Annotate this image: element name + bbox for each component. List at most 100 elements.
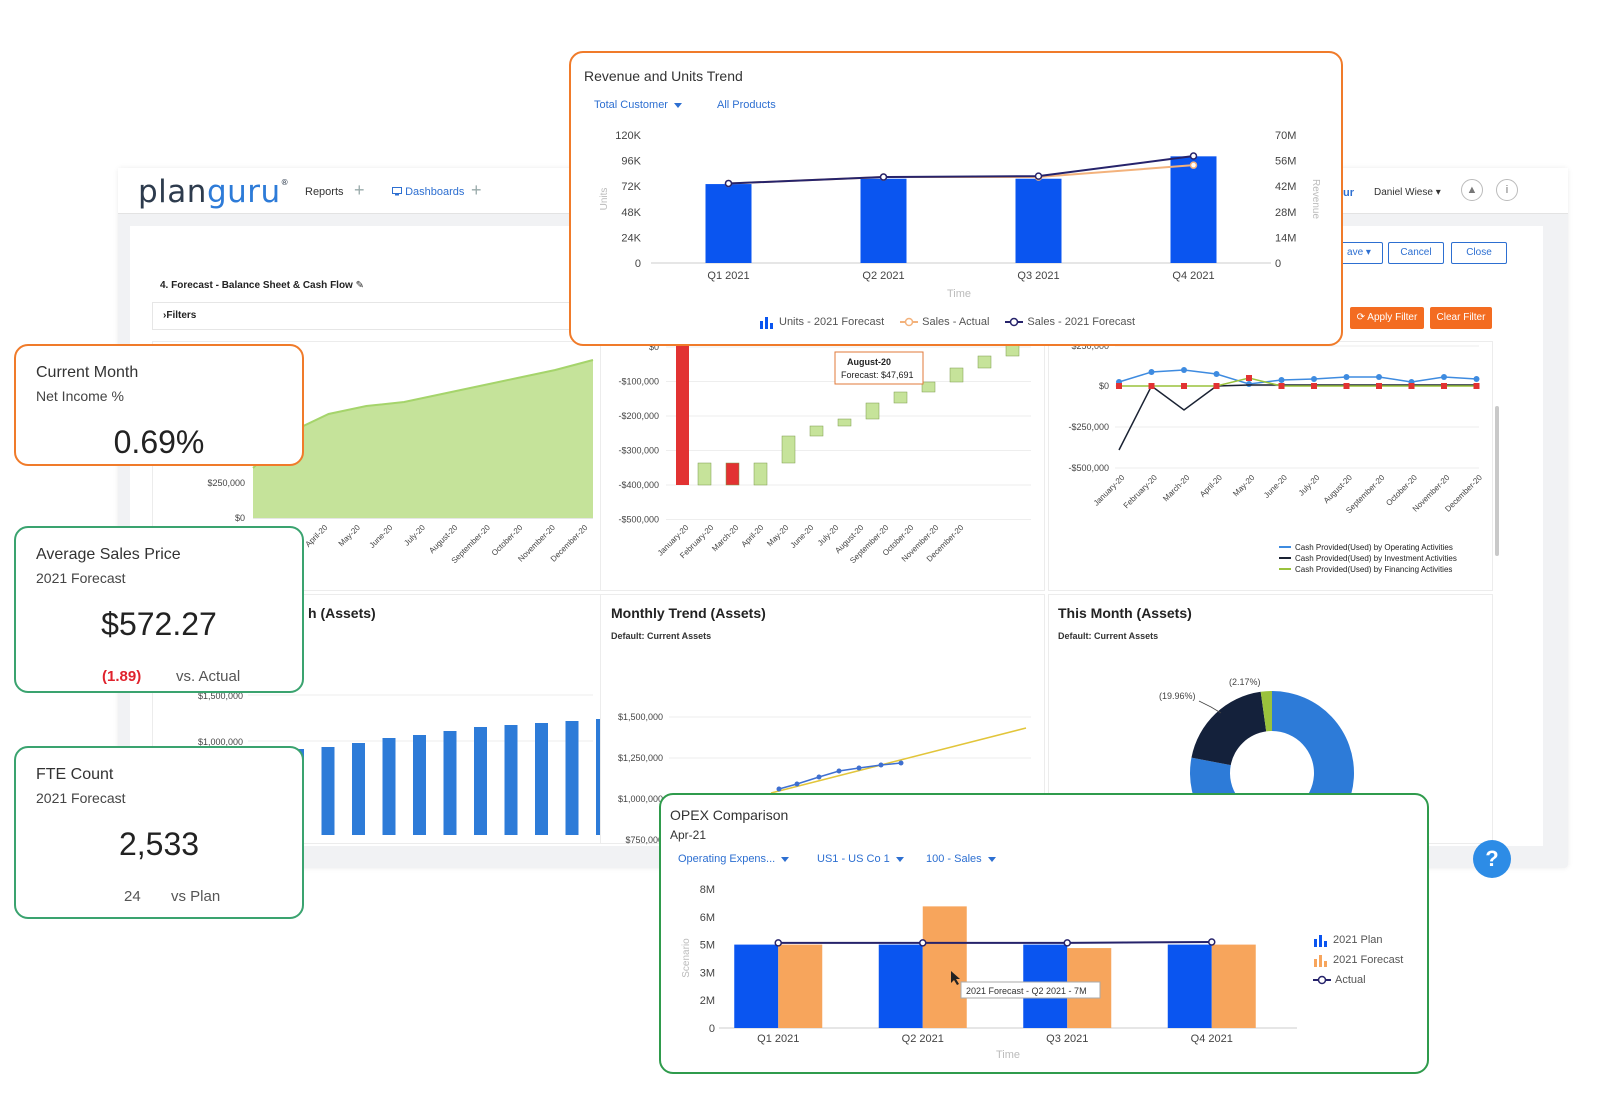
filters-label: Filters — [166, 310, 197, 321]
point-operating — [1278, 377, 1285, 383]
y-tick-label: $1,000,000 — [618, 794, 663, 804]
legend-item-forecast[interactable]: 2021 Forecast — [1313, 950, 1403, 970]
y-tick-label: 2M — [700, 995, 715, 1007]
nav-dashboards[interactable]: Dashboards — [392, 186, 464, 198]
add-report-icon[interactable]: + — [354, 180, 365, 200]
kpi-card-avg-sales-price: Average Sales Price 2021 Forecast $572.2… — [14, 526, 304, 693]
caret-down-icon — [895, 856, 904, 862]
x-tick-label: Q3 2021 — [1046, 1033, 1088, 1045]
y-tick-label: -$200,000 — [618, 411, 659, 421]
bar-units — [1170, 156, 1217, 263]
user-menu[interactable]: Daniel Wiese ▾ — [1374, 187, 1441, 198]
bar-chart-icon — [1314, 935, 1327, 947]
kpi-delta: (1.89) — [102, 668, 142, 685]
donut-slice-dark — [1191, 691, 1267, 766]
point-sales — [879, 173, 888, 181]
line-actual — [778, 940, 1212, 944]
y2-tick-label: 70M — [1275, 130, 1296, 142]
filters-toggle[interactable]: ›Filters — [152, 302, 602, 330]
waterfall-bar — [949, 367, 964, 383]
legend-label: Cash Provided(Used) by Financing Activit… — [1295, 565, 1452, 574]
caret-down-icon — [673, 102, 682, 108]
x-tick-label: March-20 — [1161, 473, 1192, 504]
y-tick-label: 120K — [615, 130, 641, 142]
x-tick-label: October-20 — [490, 523, 525, 558]
x-tick-label: May-20 — [765, 523, 791, 549]
asset-bar — [413, 735, 426, 835]
bar-units — [860, 178, 907, 263]
account-selector[interactable]: Operating Expens... — [678, 853, 790, 865]
product-selector[interactable]: All Products — [717, 99, 776, 111]
x-tick-label: August-20 — [427, 523, 460, 556]
x-tick-label: June-20 — [789, 523, 816, 550]
point-operating — [1246, 381, 1252, 387]
x-tick-label: July-20 — [402, 523, 427, 548]
department-selector[interactable]: 100 - Sales — [926, 853, 996, 865]
point-actual — [878, 762, 884, 768]
waterfall-chart: $0 -$100,000 -$200,000 -$300,000 -$400,000 -$… — [618, 341, 1031, 565]
legend-item-units[interactable]: Units - 2021 Forecast — [759, 315, 884, 329]
card-subtitle: Apr-21 — [670, 828, 707, 842]
asset-bar — [504, 725, 518, 835]
tooltip-box — [960, 981, 1101, 999]
y-axis-label: Units — [599, 188, 610, 211]
y-tick-label: 96K — [621, 156, 641, 168]
point-financing — [1376, 383, 1382, 389]
donut-slice-green — [1260, 691, 1272, 732]
line-marker-icon — [1005, 317, 1024, 327]
card-title: Revenue and Units Trend — [584, 68, 743, 84]
kpi-title: Current Month — [36, 364, 139, 381]
clear-filter-button[interactable]: Clear Filter — [1430, 307, 1492, 329]
tile-sub-monthly-trend: Default: Current Assets — [611, 631, 712, 641]
point-operating — [1343, 374, 1350, 380]
y-tick-label: -$300,000 — [618, 446, 659, 456]
close-button[interactable]: Close — [1451, 242, 1507, 264]
asset-bar — [565, 721, 579, 835]
company-selector[interactable]: US1 - US Co 1 — [817, 853, 904, 865]
panel-scrollbar[interactable] — [1495, 406, 1499, 556]
donut-leader-line — [1198, 700, 1222, 714]
planguru-logo[interactable]: planguru® — [138, 174, 290, 210]
y-tick-label: $0 — [235, 513, 245, 523]
apply-filter-button[interactable]: ⟳ Apply Filter — [1350, 307, 1424, 329]
point-financing — [1343, 383, 1350, 389]
cashflow-chart-tile: $250,000 $0 -$250,000 -$500,000 January-20 Fe… — [1048, 341, 1493, 591]
y-tick-label: -$100,000 — [618, 377, 659, 387]
info-icon[interactable]: i — [1496, 179, 1518, 201]
kpi-subtitle: Net Income % — [36, 388, 124, 404]
add-dashboard-icon[interactable]: + — [471, 180, 482, 200]
notifications-bell-icon[interactable]: ▲ — [1461, 179, 1483, 201]
partial-menu-label[interactable]: ur — [1343, 187, 1354, 199]
legend-item-sales-actual[interactable]: Sales - Actual — [900, 316, 989, 328]
point-financing — [1311, 383, 1317, 389]
mouse-cursor-icon — [951, 971, 960, 985]
x-tick-label: Q2 2021 — [902, 1033, 944, 1045]
y-tick-label: 3M — [700, 967, 715, 979]
y-tick-label: $250,000 — [1071, 342, 1109, 351]
x-tick-label: June-20 — [1262, 473, 1289, 500]
point-financing — [1181, 383, 1187, 389]
tile-title-assets: h (Assets) — [308, 605, 376, 621]
nav-reports[interactable]: Reports — [305, 186, 344, 198]
waterfall-bar — [921, 381, 936, 393]
donut-label: (2.17%) — [1229, 677, 1261, 687]
edit-pencil-icon[interactable]: ✎ — [355, 280, 365, 291]
y-tick-label: -$250,000 — [1068, 422, 1109, 432]
y-tick-label: -$500,000 — [618, 515, 659, 525]
legend-item-sales-forecast[interactable]: Sales - 2021 Forecast — [1005, 316, 1135, 328]
cancel-button[interactable]: Cancel — [1388, 242, 1444, 264]
waterfall-bar — [781, 435, 796, 464]
kpi-card-net-income: Current Month Net Income % 0.69% — [14, 344, 304, 466]
user-name: Daniel Wiese — [1374, 187, 1433, 198]
customer-selector[interactable]: Total Customer — [594, 99, 682, 111]
line-marker-icon — [900, 317, 919, 327]
point-financing — [1473, 383, 1480, 389]
legend-item-actual[interactable]: Actual — [1313, 970, 1403, 990]
dashboard-panel: 4. Forecast - Balance Sheet & Cash Flow … — [130, 226, 1543, 855]
legend-item-plan[interactable]: 2021 Plan — [1313, 930, 1403, 950]
chevron-down-icon: ▾ — [1435, 187, 1441, 198]
tooltip-value: Forecast: $47,691 — [841, 370, 914, 380]
help-button[interactable]: ? — [1473, 840, 1511, 878]
waterfall-bar — [977, 355, 992, 369]
tooltip-title: August-20 — [847, 357, 891, 367]
